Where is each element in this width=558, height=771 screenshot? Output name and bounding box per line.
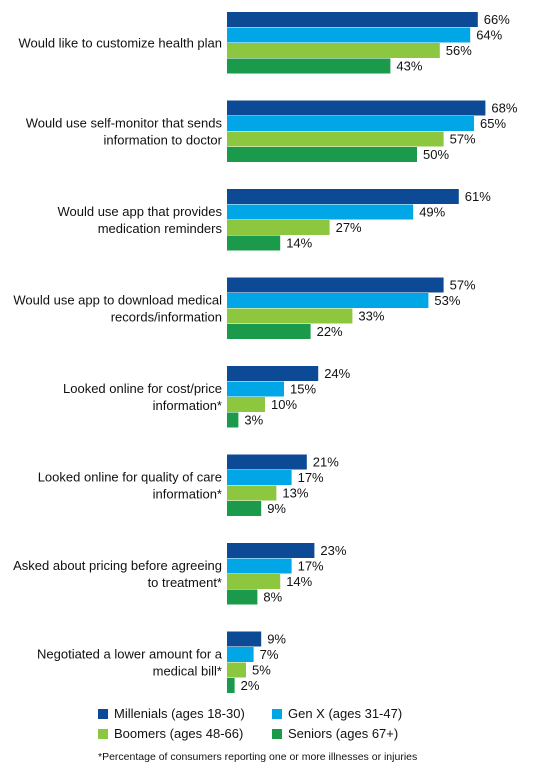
bar <box>227 501 262 516</box>
bar <box>227 558 292 574</box>
data-label: 61% <box>465 189 491 204</box>
legend-label-boomers: Boomers (ages 48-66) <box>114 726 244 741</box>
bar <box>227 543 315 558</box>
data-label: 50% <box>423 147 449 162</box>
data-label: 10% <box>271 397 297 412</box>
data-label: 24% <box>324 366 350 381</box>
legend-item-seniors: Seniors (ages 67+) <box>272 726 398 741</box>
data-label: 27% <box>336 220 362 235</box>
legend-swatch-millenials <box>98 708 108 719</box>
bar <box>227 277 444 293</box>
bar <box>227 678 235 693</box>
bar <box>227 100 486 116</box>
footnote: *Percentage of consumers reporting one o… <box>98 751 418 763</box>
data-label: 21% <box>313 455 339 470</box>
legend-item-millenials: Millenials (ages 18-30) <box>98 706 245 721</box>
category-label: Would like to customize health plan <box>18 35 222 50</box>
data-label: 9% <box>267 632 286 647</box>
bar <box>227 470 292 485</box>
data-label: 5% <box>252 663 271 678</box>
bar <box>227 293 429 308</box>
data-label: 17% <box>298 470 324 485</box>
legend-swatch-genx <box>272 708 282 719</box>
legend-label-seniors: Seniors (ages 67+) <box>288 726 399 741</box>
category-label: Would use app to download medical records… <box>13 292 222 324</box>
data-label: 53% <box>434 293 460 308</box>
data-label: 68% <box>491 101 517 116</box>
category-label: Would use app that provides medication re… <box>57 204 222 236</box>
legend-swatch-boomers <box>98 728 108 739</box>
bar <box>227 589 258 605</box>
data-label: 13% <box>282 486 308 501</box>
data-label: 2% <box>241 678 260 693</box>
bar <box>227 308 353 324</box>
data-label: 14% <box>286 574 312 589</box>
data-label: 8% <box>263 590 282 605</box>
legend-item-genx: Gen X (ages 31-47) <box>272 706 402 721</box>
data-label: 43% <box>396 59 422 74</box>
bar <box>227 12 478 27</box>
data-label: 15% <box>290 382 316 397</box>
bar <box>227 116 474 131</box>
bar <box>227 574 281 589</box>
bar <box>227 366 319 381</box>
bar <box>227 189 459 204</box>
bar <box>227 235 281 251</box>
bar <box>227 147 417 162</box>
category-label: Asked about pricing before agreeing to tr… <box>13 558 222 590</box>
data-label: 49% <box>419 205 445 220</box>
bar <box>227 58 391 74</box>
data-label: 57% <box>450 132 476 147</box>
data-label: 33% <box>358 309 384 324</box>
bar <box>227 204 414 220</box>
data-label: 64% <box>476 28 502 43</box>
category-label: Looked online for cost/price information* <box>63 381 222 413</box>
data-label: 17% <box>298 559 324 574</box>
data-label: 14% <box>286 236 312 251</box>
legend-swatch-seniors <box>272 728 282 739</box>
bar <box>227 131 444 147</box>
bar <box>227 397 265 412</box>
bar <box>227 412 239 428</box>
data-label: 22% <box>317 324 343 339</box>
bar <box>227 662 246 678</box>
bar <box>227 43 440 58</box>
data-label: 56% <box>446 43 472 58</box>
data-label: 65% <box>480 116 506 131</box>
bar <box>227 631 262 647</box>
bar <box>227 381 284 397</box>
bar <box>227 27 471 43</box>
data-label: 66% <box>484 12 510 27</box>
legend-label-genx: Gen X (ages 31-47) <box>288 706 403 721</box>
category-label: Negotiated a lower amount for a medical b… <box>37 646 223 678</box>
category-label: Would use self-monitor that sends informa… <box>26 115 223 147</box>
legend-label-millenials: Millenials (ages 18-30) <box>114 706 245 721</box>
bar <box>227 324 311 339</box>
bar <box>227 454 307 470</box>
bar-chart: Would like to customize health plan 66%64… <box>13 12 518 693</box>
bar <box>227 220 330 235</box>
data-label: 3% <box>244 413 263 428</box>
data-label: 7% <box>260 647 279 662</box>
category-label: Looked online for quality of care informa… <box>38 469 222 501</box>
data-label: 23% <box>320 543 346 558</box>
data-label: 57% <box>450 278 476 293</box>
bar <box>227 647 254 662</box>
data-label: 9% <box>267 501 286 516</box>
bar <box>227 485 277 501</box>
legend-item-boomers: Boomers (ages 48-66) <box>98 726 243 741</box>
